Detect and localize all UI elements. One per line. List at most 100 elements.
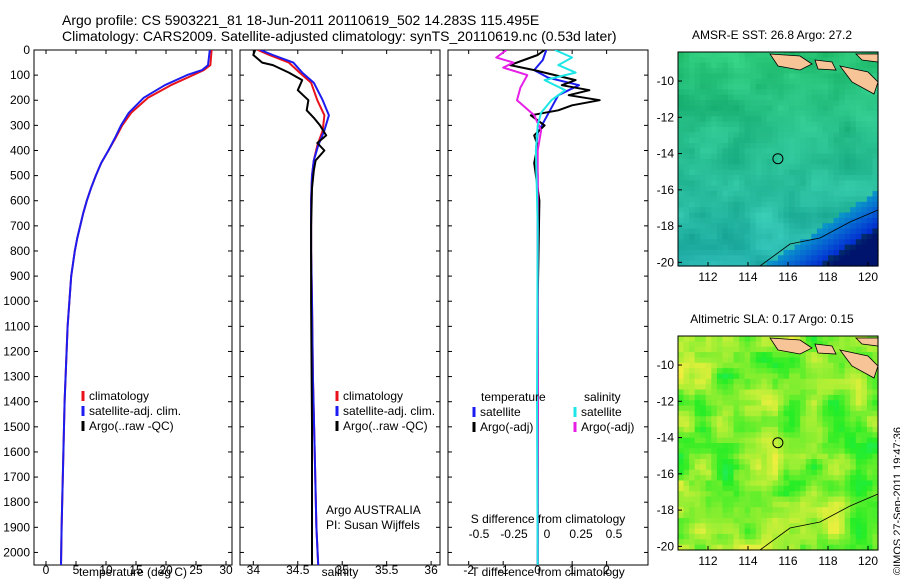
map-cell xyxy=(678,368,685,375)
map-cell xyxy=(728,373,735,380)
map-cell xyxy=(766,341,774,348)
map-cell xyxy=(828,491,835,498)
panel-frame xyxy=(239,49,441,566)
map-cell xyxy=(805,191,812,198)
map-cell xyxy=(700,475,707,482)
map-cell xyxy=(794,89,801,96)
map-cell xyxy=(861,239,868,246)
map-cell xyxy=(805,148,812,155)
map-cell xyxy=(778,491,785,498)
map-cell xyxy=(689,89,696,96)
map-cell xyxy=(833,175,840,181)
map-cell xyxy=(689,57,696,64)
map-cell xyxy=(766,137,774,144)
map-cell xyxy=(850,480,857,487)
map-cell xyxy=(866,491,874,498)
map-cell xyxy=(872,544,879,551)
map-cell xyxy=(866,148,874,155)
map-cell xyxy=(755,212,762,219)
map-cell xyxy=(694,228,701,235)
map-cell xyxy=(711,121,718,128)
map-y-tick-label: -14 xyxy=(657,431,675,445)
map-cell xyxy=(805,116,812,123)
map-cell xyxy=(850,394,857,401)
map-cell xyxy=(700,533,707,540)
map-cell xyxy=(700,164,707,171)
map-cell xyxy=(761,421,768,428)
map-cell xyxy=(716,523,724,530)
map-cell xyxy=(828,73,835,80)
map-cell xyxy=(833,426,840,433)
map-cell xyxy=(805,426,812,433)
profile-plots: 0100200300400500600700800900100011001200… xyxy=(3,43,649,579)
map-cell xyxy=(850,137,857,144)
map-cell xyxy=(678,533,685,540)
map-cell xyxy=(778,400,785,407)
map-cell xyxy=(866,475,874,482)
map-cell xyxy=(722,405,729,412)
map-cell xyxy=(805,448,812,455)
map-cell xyxy=(833,126,840,133)
map-cell xyxy=(811,255,818,262)
map-cell xyxy=(800,239,807,246)
map-cell xyxy=(689,244,696,251)
map-cell xyxy=(766,362,774,369)
map-cell xyxy=(744,169,751,176)
map-cell xyxy=(822,394,829,401)
map-cell xyxy=(755,153,762,160)
map-cell xyxy=(739,153,746,160)
map-cell xyxy=(772,142,779,149)
map-cell xyxy=(794,212,801,219)
map-cell xyxy=(816,73,824,80)
map-cell xyxy=(850,507,857,514)
map-cell xyxy=(778,175,785,181)
map-cell xyxy=(816,223,824,230)
map-cell xyxy=(766,244,774,251)
map-cell xyxy=(833,132,840,139)
map-cell xyxy=(728,362,735,369)
map-cell xyxy=(678,196,685,203)
map-cell xyxy=(855,223,862,230)
map-cell xyxy=(828,223,835,230)
map-cell xyxy=(705,94,712,101)
map-cell xyxy=(811,410,818,417)
map-cell xyxy=(772,191,779,198)
map-cell xyxy=(772,137,779,144)
map-cell xyxy=(822,100,829,107)
map-cell xyxy=(811,523,818,530)
map-cell xyxy=(872,421,879,428)
map-cell xyxy=(716,110,724,117)
map-cell xyxy=(866,539,874,546)
figure-title-line1: Argo profile: CS 5903221_81 18-Jun-2011 … xyxy=(62,12,540,28)
map-cell xyxy=(778,517,785,524)
map-cell xyxy=(678,175,685,181)
map-cell xyxy=(744,233,751,240)
map-cell xyxy=(805,105,812,112)
map-cell xyxy=(772,533,779,540)
map-cell xyxy=(766,432,774,439)
map-cell xyxy=(794,73,801,80)
map-cell xyxy=(816,533,824,540)
map-cell xyxy=(833,437,840,444)
map-cell xyxy=(861,469,868,476)
map-cell xyxy=(822,410,829,417)
map-cell xyxy=(761,405,768,412)
map-cell xyxy=(800,73,807,80)
map-cell xyxy=(811,533,818,540)
map-cell xyxy=(733,459,740,465)
map-cell xyxy=(761,100,768,107)
map-cell xyxy=(794,233,801,240)
map-cell xyxy=(850,378,857,385)
map-cell xyxy=(822,507,829,514)
map-cell xyxy=(761,73,768,80)
map-cell xyxy=(711,201,718,208)
map-cell xyxy=(722,212,729,219)
map-cell xyxy=(761,137,768,144)
map-cell xyxy=(855,517,862,524)
map-cell xyxy=(866,196,874,203)
map-cell xyxy=(833,539,840,546)
map-cell xyxy=(683,78,690,85)
map-cell xyxy=(761,453,768,460)
map-cell xyxy=(844,105,851,112)
map-cell xyxy=(811,469,818,476)
